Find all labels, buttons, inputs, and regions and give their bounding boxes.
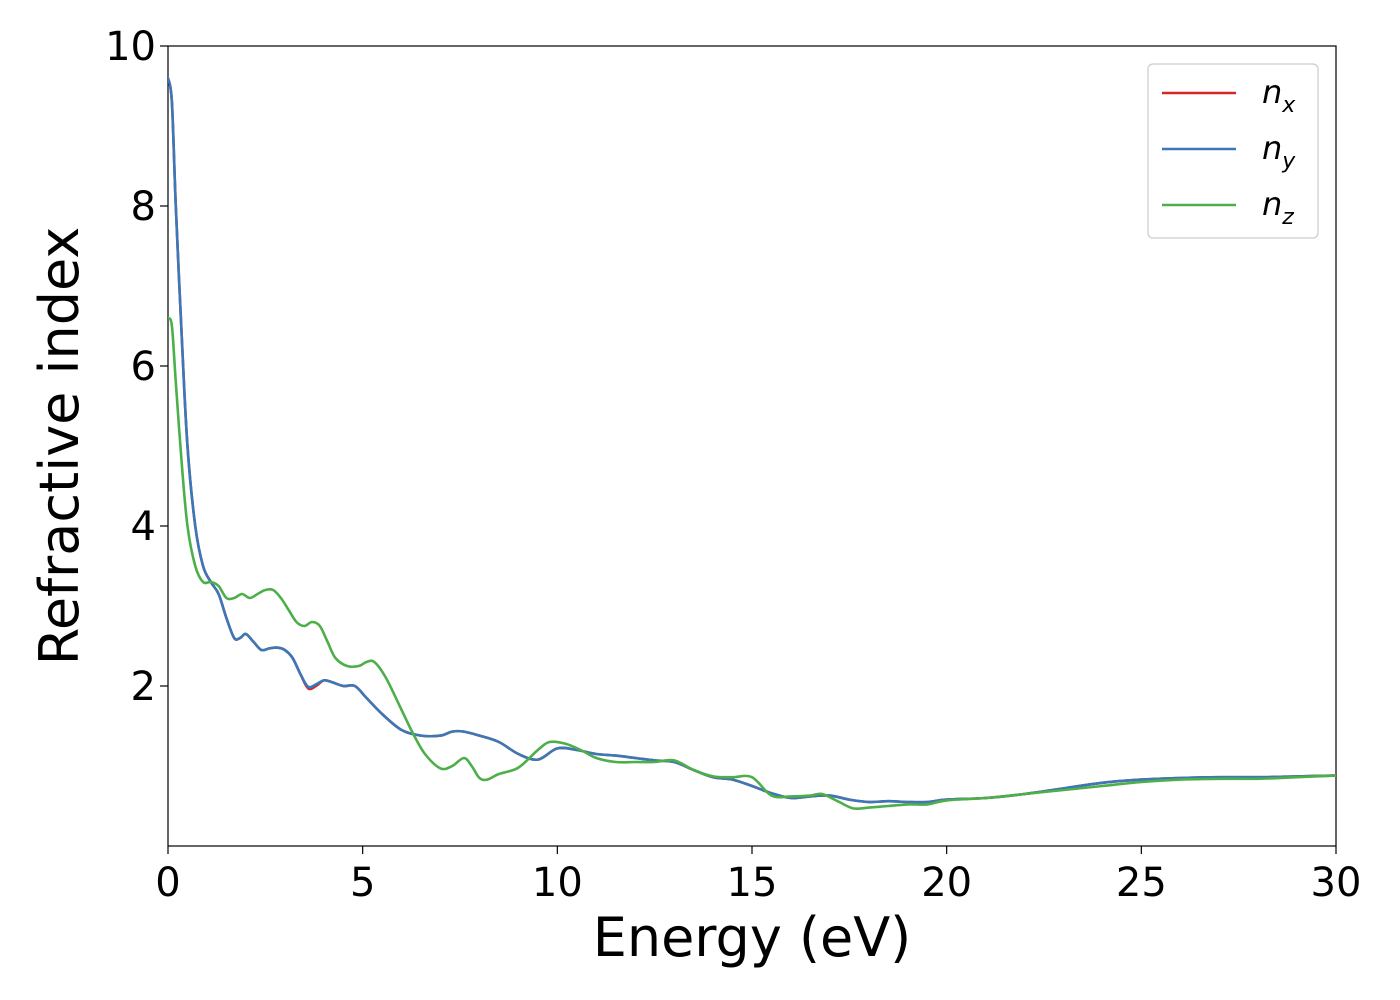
y-tick-label: 2: [131, 664, 156, 710]
y-tick-label: 8: [131, 184, 156, 230]
y-tick-label: 10: [105, 24, 156, 70]
x-axis-label: Energy (eV): [593, 906, 912, 969]
series-line-n-z: [168, 316, 1336, 811]
legend-entry-n-y: ny: [1162, 129, 1296, 174]
legend-box: [1147, 63, 1319, 239]
x-tick-label: 10: [532, 860, 583, 906]
x-tick-label: 30: [1311, 860, 1362, 906]
plot-frame: [167, 45, 1337, 847]
y-axis-label: Refractive index: [28, 227, 91, 666]
legend-entry-n-x: nx: [1162, 73, 1296, 118]
x-tick-label: 25: [1116, 860, 1167, 906]
series-layer: [168, 76, 1336, 811]
y-tick-label: 4: [131, 504, 156, 550]
x-tick-label: 0: [155, 860, 180, 906]
series-line-n-y: [168, 76, 1336, 804]
y-tick-label: 6: [131, 344, 156, 390]
x-tick-label: 5: [350, 860, 375, 906]
legend-label: nz: [1262, 185, 1294, 230]
legend-label: ny: [1262, 129, 1296, 174]
legend-entry-n-z: nz: [1162, 185, 1294, 230]
x-axis-ticks: 0 5 10 15 20 25 30: [155, 846, 1361, 906]
legend-label: nx: [1262, 73, 1296, 118]
x-tick-label: 15: [727, 860, 778, 906]
y-axis-ticks: 2 4 6 8 10: [105, 24, 168, 710]
x-tick-label: 20: [921, 860, 972, 906]
legend: nx ny nz: [1147, 63, 1319, 239]
plot-area: [167, 45, 1337, 847]
